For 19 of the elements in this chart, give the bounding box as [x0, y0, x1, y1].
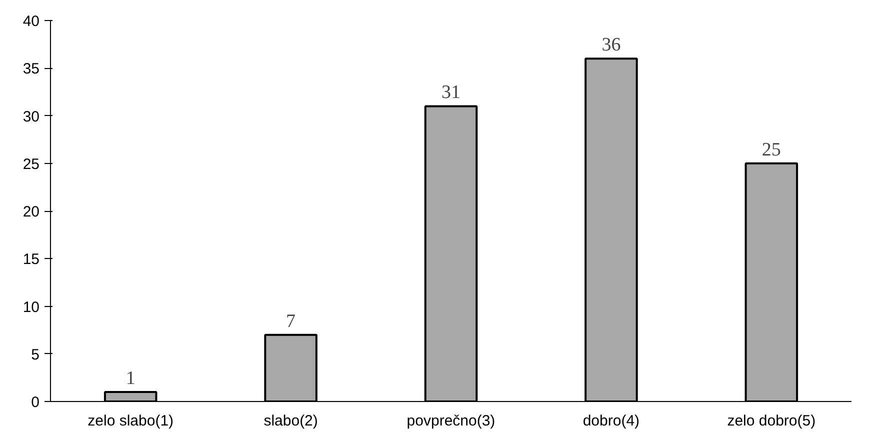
y-tick-label: 30: [22, 108, 40, 126]
x-tick-label: slabo(2): [264, 412, 318, 430]
y-tick-label: 0: [31, 394, 40, 411]
data-label: 7: [286, 310, 296, 332]
y-tick-label: 35: [22, 60, 40, 78]
data-label: 1: [126, 368, 136, 389]
y-tick-label: 5: [31, 346, 40, 364]
y-tick-label: 15: [22, 251, 40, 268]
y-tick-label: 10: [22, 298, 40, 316]
data-label: 31: [442, 82, 460, 104]
x-tick-label: zelo dobro(5): [727, 412, 816, 430]
y-tick-label: 40: [22, 13, 40, 30]
data-label: 36: [602, 34, 621, 56]
y-tick-label: 25: [22, 156, 40, 173]
y-tick-label: 20: [22, 204, 40, 220]
x-tick-label: zelo slabo(1): [88, 412, 174, 430]
x-tick-label: povprečno(3): [406, 412, 496, 430]
x-tick-label: dobro(4): [582, 412, 640, 430]
data-label: 25: [762, 139, 781, 160]
